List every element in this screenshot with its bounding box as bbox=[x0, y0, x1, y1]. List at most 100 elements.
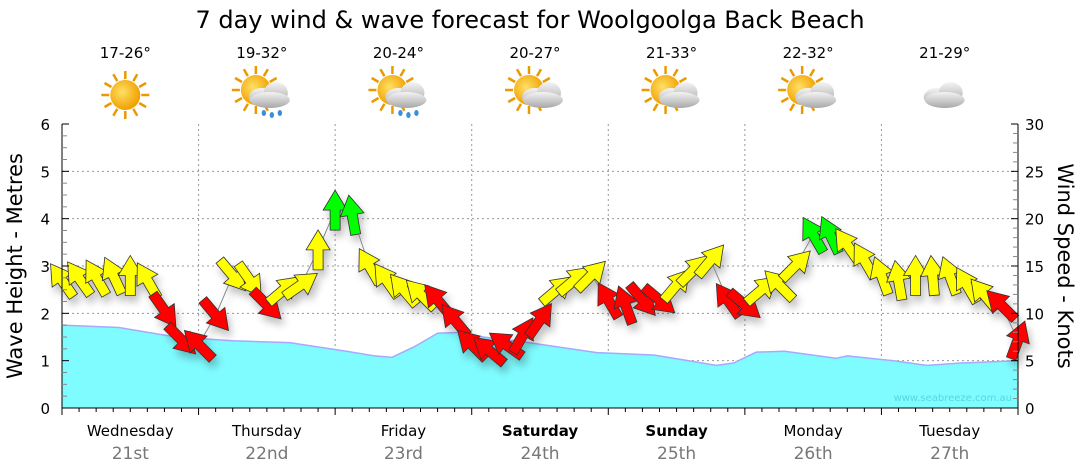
sun-ray bbox=[112, 73, 119, 82]
wind-arrow bbox=[597, 282, 624, 321]
day-date: 25th bbox=[657, 444, 696, 464]
sun-ray bbox=[652, 103, 659, 112]
sun-ray bbox=[132, 108, 139, 117]
day-date: 27th bbox=[930, 444, 969, 464]
right-axis-label: Wind Speed - Knots bbox=[1053, 163, 1077, 368]
weather-partly-cloudy-icon bbox=[778, 66, 837, 114]
wind-arrow bbox=[305, 229, 331, 271]
sun-ray bbox=[242, 68, 249, 77]
sun-ray bbox=[132, 73, 139, 82]
temp-range: 21-33° bbox=[646, 44, 697, 62]
wind-arrow bbox=[85, 259, 112, 298]
sun-ray bbox=[678, 76, 687, 84]
sun-ray bbox=[515, 103, 523, 112]
day-name: Thursday bbox=[231, 422, 302, 440]
day-name: Saturday bbox=[502, 422, 579, 440]
sun-ray bbox=[138, 101, 147, 109]
watermark: www.seabreeze.com.au bbox=[894, 393, 1012, 404]
chart-title: 7 day wind & wave forecast for Woolgoolg… bbox=[195, 6, 864, 34]
cloud-puff bbox=[659, 92, 700, 108]
wind-arrow bbox=[281, 273, 319, 302]
sun-ray bbox=[672, 68, 679, 77]
left-tick-label: 2 bbox=[40, 305, 50, 323]
weather-sun-cloud-rain-icon bbox=[368, 66, 427, 118]
wind-arrow bbox=[920, 254, 946, 297]
left-tick-label: 4 bbox=[40, 211, 50, 229]
day-name: Friday bbox=[381, 422, 427, 440]
cloud-puff bbox=[523, 92, 563, 108]
day-name: Tuesday bbox=[918, 422, 980, 440]
wind-arrow bbox=[572, 260, 606, 294]
wind-arrow bbox=[802, 216, 829, 256]
sun-ray bbox=[644, 76, 653, 84]
wave-height-line bbox=[61, 324, 1019, 367]
wind-arrow bbox=[613, 285, 638, 326]
day-name: Monday bbox=[784, 422, 843, 440]
day-date: 23rd bbox=[384, 444, 423, 464]
left-tick-label: 5 bbox=[40, 163, 50, 181]
weather-partly-cloudy-icon bbox=[505, 66, 563, 114]
weather-sun-cloud-rain-icon bbox=[231, 66, 290, 118]
sun-ray bbox=[405, 76, 414, 84]
sun-ray bbox=[789, 68, 796, 77]
sun-ray bbox=[371, 76, 380, 84]
wind-arrow bbox=[902, 254, 929, 296]
wind-arrow bbox=[693, 244, 725, 280]
sun-ray bbox=[507, 76, 516, 84]
rain-drop bbox=[277, 110, 283, 116]
sun-ray bbox=[262, 68, 269, 77]
sun-ray bbox=[809, 68, 816, 77]
sun-ray bbox=[371, 96, 380, 104]
right-tick-label: 20 bbox=[1025, 211, 1044, 229]
wind-arrow bbox=[886, 259, 912, 302]
left-axis-label: Wave Height - Metres bbox=[3, 153, 27, 379]
weather-cloudy-icon bbox=[923, 82, 965, 108]
sun-disc bbox=[110, 80, 141, 110]
sun-ray bbox=[652, 68, 659, 77]
wind-arrow bbox=[148, 290, 177, 328]
sun-ray bbox=[103, 81, 113, 89]
day-date: 26th bbox=[794, 444, 833, 464]
right-tick-label: 15 bbox=[1025, 258, 1044, 276]
sun-ray bbox=[780, 76, 789, 84]
wind-arrow bbox=[937, 255, 962, 297]
temp-range: 20-24° bbox=[373, 44, 424, 62]
wind-arrow bbox=[764, 270, 798, 304]
sun-ray bbox=[138, 81, 147, 89]
right-tick-label: 5 bbox=[1025, 353, 1035, 371]
cloud-puff bbox=[796, 92, 837, 108]
sun-ray bbox=[103, 101, 113, 109]
wind-arrow bbox=[777, 250, 811, 284]
right-tick-label: 0 bbox=[1025, 400, 1035, 418]
day-date: 24th bbox=[520, 444, 559, 464]
day-date: 21st bbox=[112, 444, 149, 464]
sun-ray bbox=[780, 96, 789, 104]
wind-arrow bbox=[183, 329, 217, 363]
wind-arrow bbox=[339, 194, 365, 236]
sun-ray bbox=[399, 68, 406, 77]
wind-arrow bbox=[198, 296, 229, 332]
temp-range: 17-26° bbox=[100, 44, 151, 62]
rain-drop bbox=[261, 110, 267, 116]
sun-ray bbox=[515, 68, 523, 77]
sun-ray bbox=[234, 96, 243, 104]
wind-arrow bbox=[67, 261, 96, 299]
left-tick-label: 3 bbox=[40, 258, 50, 276]
sun-ray bbox=[379, 68, 386, 77]
right-tick-label: 25 bbox=[1025, 163, 1044, 181]
temp-range: 19-32° bbox=[236, 44, 287, 62]
sun-ray bbox=[542, 76, 551, 84]
left-tick-label: 0 bbox=[40, 400, 50, 418]
weather-sunny-icon bbox=[101, 71, 150, 119]
wind-arrow bbox=[117, 254, 143, 296]
wind-arrow bbox=[441, 304, 472, 340]
sun-ray bbox=[815, 76, 824, 84]
left-tick-label: 6 bbox=[40, 116, 50, 134]
wind-arrow bbox=[101, 256, 127, 297]
wave-height-area bbox=[62, 325, 1018, 408]
sun-ray bbox=[535, 68, 543, 77]
wind-arrow bbox=[50, 263, 79, 301]
day-date: 22nd bbox=[245, 444, 288, 464]
day-name: Sunday bbox=[645, 422, 708, 440]
